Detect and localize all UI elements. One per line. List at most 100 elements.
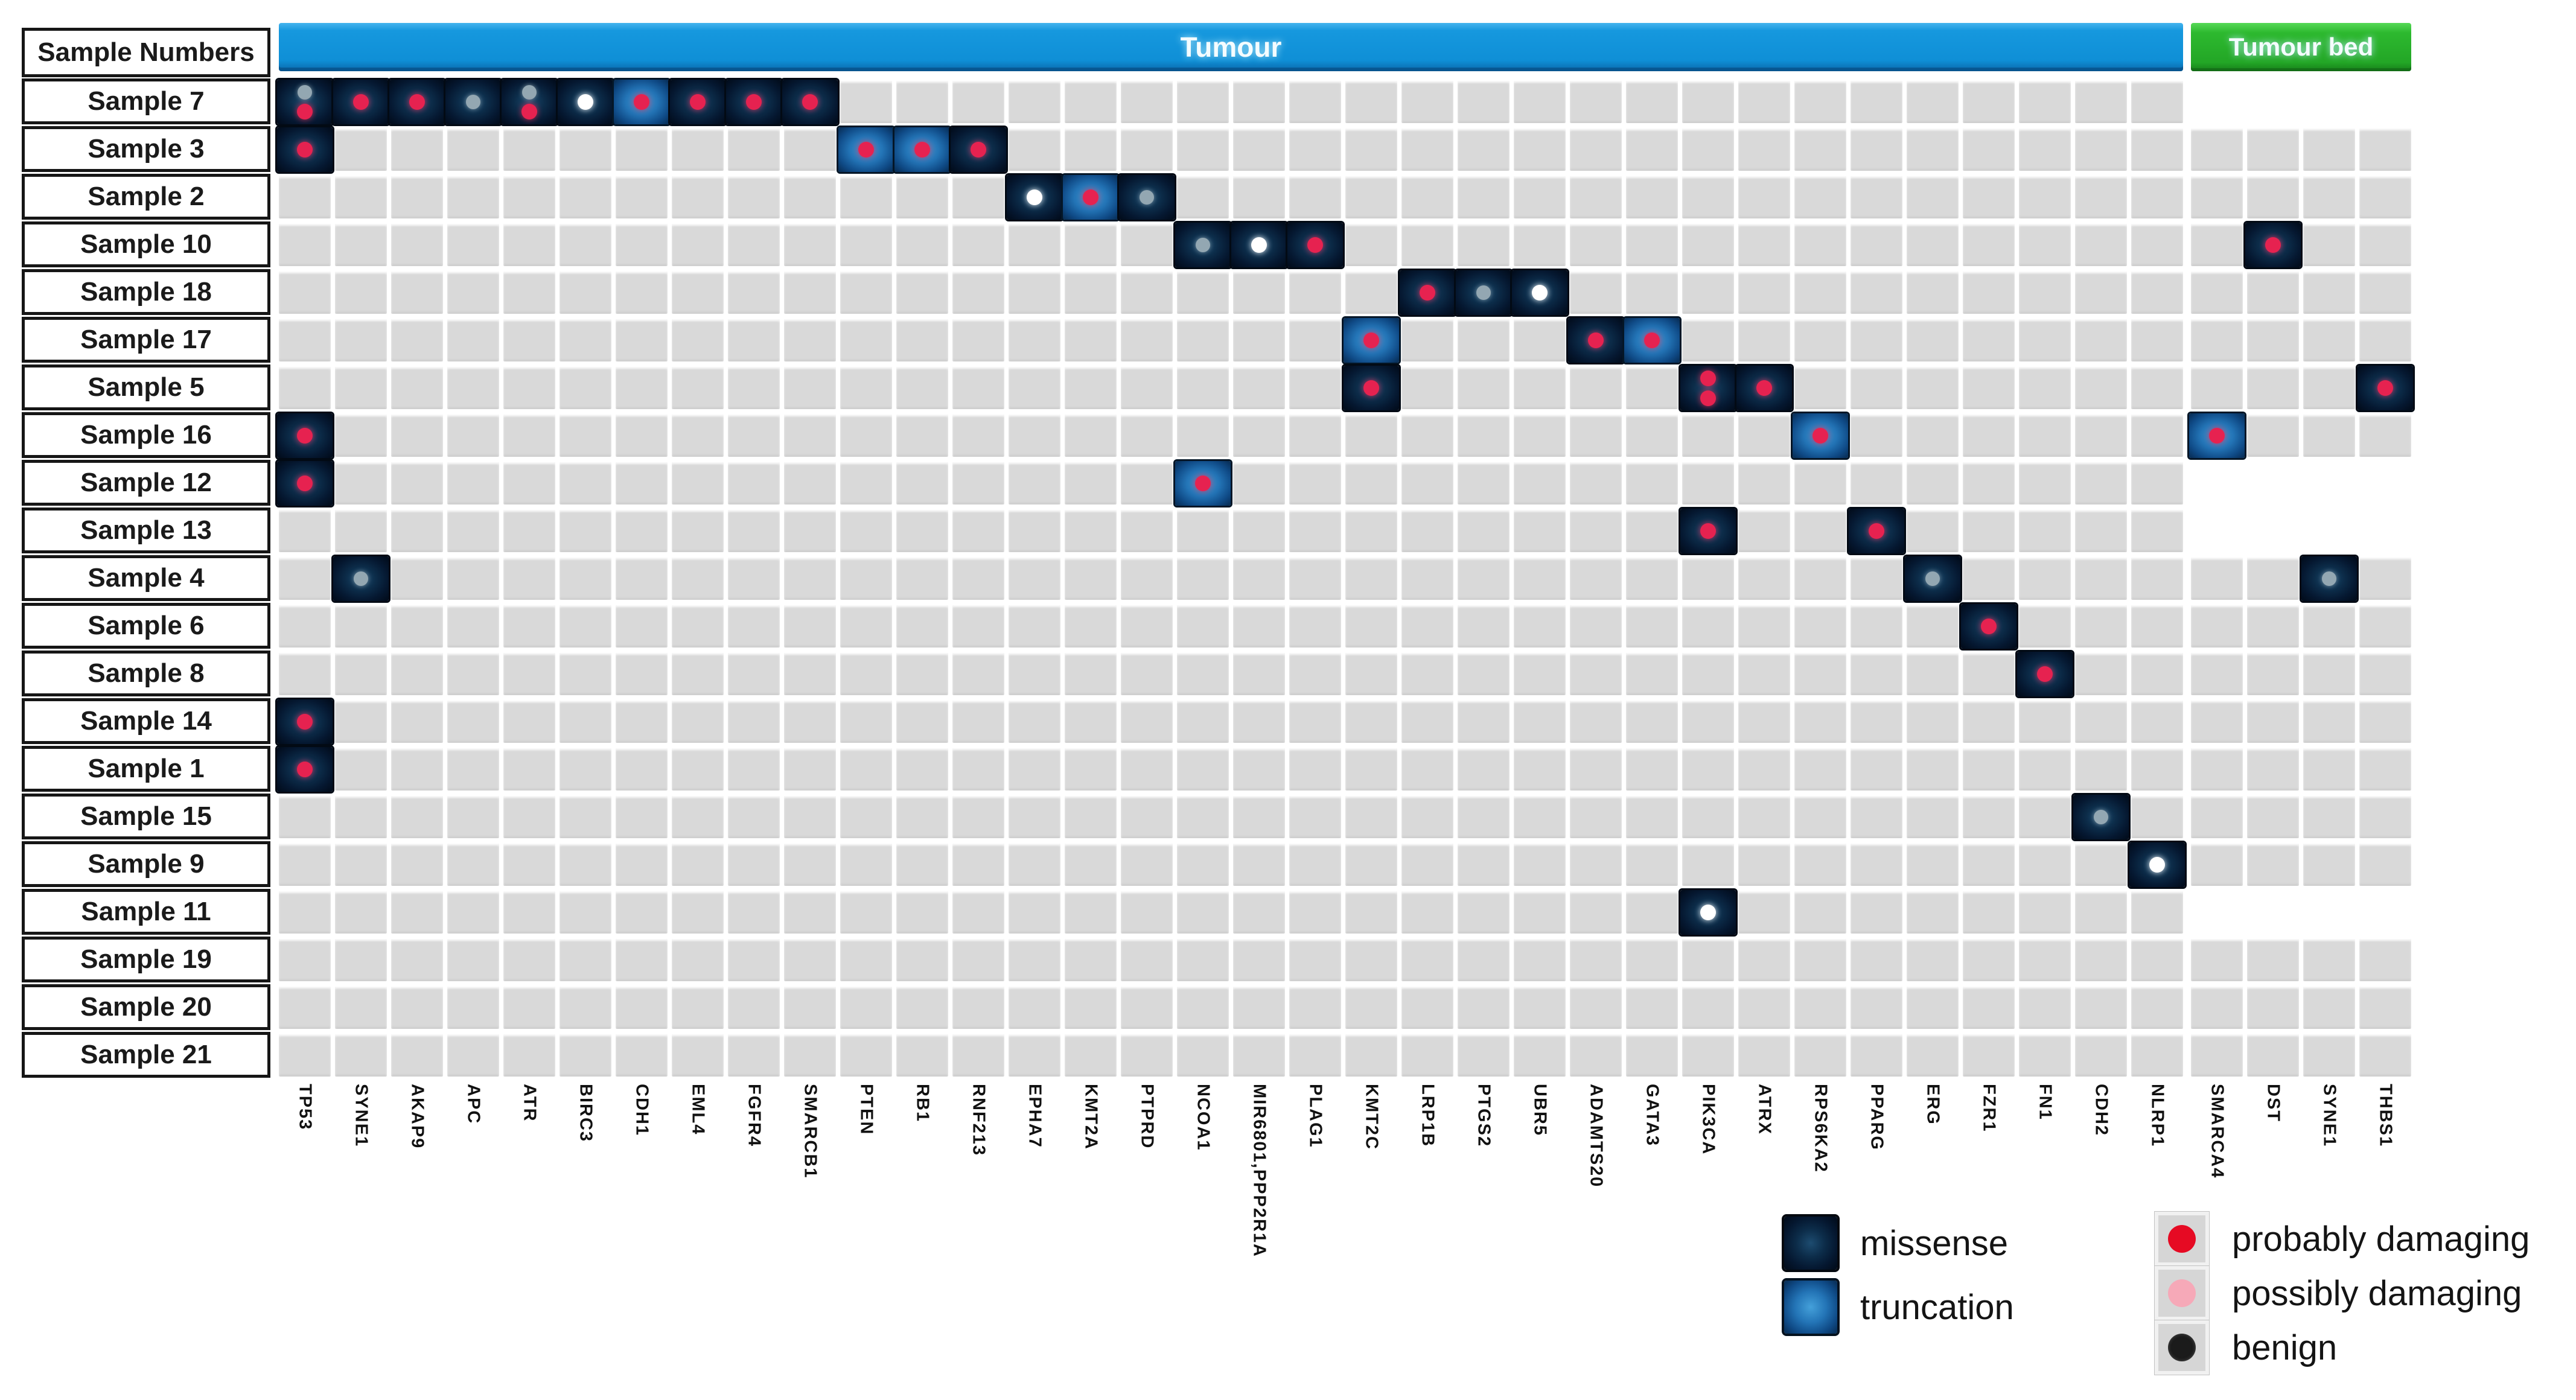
grid-cell: [616, 129, 668, 171]
grid-cell: [391, 1034, 443, 1077]
grid-cell: [2303, 176, 2355, 218]
grid-cell: [1963, 796, 2015, 838]
grid-cell: [728, 844, 780, 886]
grid-cell: [1738, 462, 1790, 504]
grid-cell: [2359, 1034, 2411, 1077]
gene-label: LRP1B: [1418, 1084, 1438, 1148]
grid-cell: [2131, 81, 2183, 123]
grid-cell: [1065, 510, 1117, 552]
grid-cell: [2131, 510, 2183, 552]
grid-cell: [784, 367, 836, 409]
grid-cell: [2247, 367, 2299, 409]
grid-cell: [2303, 939, 2355, 981]
grid-cell: [952, 224, 1004, 266]
grid-cell: [1401, 510, 1453, 552]
grid-cell: [1514, 748, 1566, 791]
damage-dots: [2377, 380, 2393, 396]
grid-cell: [896, 319, 948, 361]
gene-label-column: PLAG1: [1289, 1084, 1341, 1148]
grid-cell: [560, 415, 611, 457]
grid-cell: [1738, 605, 1790, 648]
grid-cell: [503, 605, 555, 648]
grid-cell: [2075, 701, 2127, 743]
grid-cell: [335, 462, 387, 504]
grid-cell: [616, 701, 668, 743]
grid-cell: [503, 653, 555, 695]
grid-cell: [1963, 129, 2015, 171]
grid-cell: [1794, 224, 1846, 266]
gene-label-column: SYNE1: [335, 1084, 387, 1147]
mutation-cell: [277, 461, 333, 506]
grid-cell: [2359, 987, 2411, 1029]
mutation-cell: [1456, 270, 1511, 315]
grid-cell: [560, 367, 611, 409]
grid-cell: [1626, 224, 1678, 266]
grid-cell: [560, 176, 611, 218]
gene-label: THBS1: [2376, 1084, 2396, 1148]
grid-cell: [391, 844, 443, 886]
gene-label-column: FGFR4: [728, 1084, 780, 1147]
grid-cell: [728, 415, 780, 457]
grid-cell: [503, 224, 555, 266]
damage-dot-red: [1588, 332, 1604, 348]
legend-label: missense: [1860, 1223, 2008, 1263]
gene-label: NLRP1: [2147, 1084, 2167, 1148]
grid-cell: [840, 367, 892, 409]
mutation-cell: [1007, 175, 1062, 220]
sample-label: Sample 8: [22, 651, 270, 696]
grid-cell: [1401, 1034, 1453, 1077]
mutation-cell: [1680, 509, 1736, 553]
grid-cell: [1121, 796, 1173, 838]
mutation-cell: [726, 80, 782, 124]
grid-cell: [784, 272, 836, 314]
grid-cell: [2019, 605, 2071, 648]
grid-cell: [952, 844, 1004, 886]
damage-dots: [1476, 285, 1491, 300]
grid-cell: [840, 224, 892, 266]
mutation-cell: [1961, 604, 2016, 649]
grid-cell: [2191, 987, 2243, 1029]
grid-cell: [1626, 796, 1678, 838]
grid-cell: [560, 796, 611, 838]
grid-cell: [1738, 701, 1790, 743]
grid-cell: [1009, 415, 1060, 457]
grid-cell: [1682, 176, 1734, 218]
grid-cell: [1570, 272, 1622, 314]
grid-cell: [1233, 653, 1285, 695]
grid-cell: [2131, 176, 2183, 218]
grid-cell: [1738, 891, 1790, 934]
grid-cell: [1345, 605, 1397, 648]
grid-cell: [560, 224, 611, 266]
grid-cell: [447, 1034, 499, 1077]
grid-cell: [1963, 81, 2015, 123]
grid-cell: [2075, 272, 2127, 314]
grid-cell: [1738, 558, 1790, 600]
gene-label: FGFR4: [744, 1084, 764, 1148]
grid-cell: [840, 558, 892, 600]
gene-label: RB1: [913, 1084, 933, 1123]
grid-cell: [1009, 891, 1060, 934]
grid-cell: [672, 891, 724, 934]
grid-cell: [1401, 224, 1453, 266]
grid-cell: [1289, 129, 1341, 171]
damage-dots: [354, 571, 368, 586]
grid-cell: [1345, 748, 1397, 791]
grid-cell: [1963, 367, 2015, 409]
grid-cell: [1009, 701, 1060, 743]
mutation-cell: [614, 80, 669, 124]
damage-dot-white: [1251, 237, 1267, 253]
grid-cell: [1907, 796, 1959, 838]
grid-cell: [784, 748, 836, 791]
grid-cell: [335, 129, 387, 171]
grid-cell: [1065, 748, 1117, 791]
grid-cell: [784, 176, 836, 218]
grid-cell: [447, 224, 499, 266]
grid-cell: [1851, 891, 1902, 934]
damage-dot-red: [971, 142, 986, 158]
grid-cell: [1514, 844, 1566, 886]
grid-cell: [1907, 987, 1959, 1029]
grid-cell: [896, 81, 948, 123]
grid-cell: [1345, 796, 1397, 838]
damage-dots: [297, 714, 313, 730]
grid-cell: [1570, 367, 1622, 409]
